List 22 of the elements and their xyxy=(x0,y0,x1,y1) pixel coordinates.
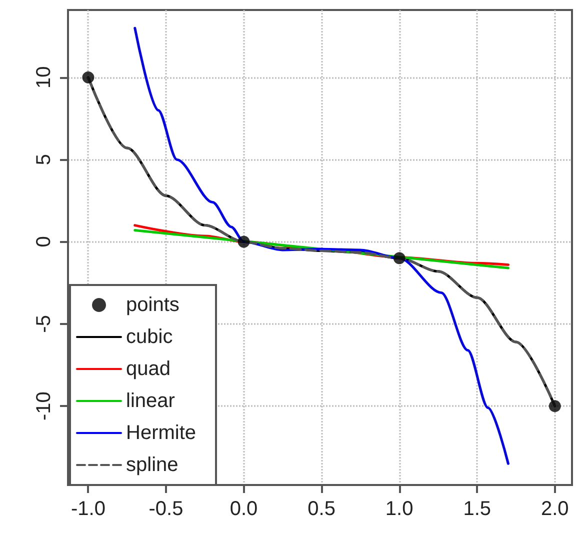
x-tick-label: 1.0 xyxy=(385,498,414,520)
point xyxy=(82,71,94,84)
y-tick-label: 5 xyxy=(33,154,55,166)
x-tick-label: 2.0 xyxy=(540,498,569,520)
y-tick-label: -10 xyxy=(33,392,55,421)
x-tick-label: 1.5 xyxy=(463,498,492,520)
x-tick-label: -0.5 xyxy=(148,498,184,520)
legend-label: quad xyxy=(126,358,170,380)
point xyxy=(548,400,561,412)
x-tick-label: 0.0 xyxy=(230,498,258,520)
x-tick-label: 0.5 xyxy=(308,498,336,520)
y-tick-label: -5 xyxy=(33,315,55,333)
legend-label: points xyxy=(126,294,180,316)
y-tick-label: 10 xyxy=(33,66,55,89)
legend-label: cubic xyxy=(126,326,173,348)
x-tick-label: -1.0 xyxy=(70,498,106,520)
y-tick-label: 0 xyxy=(33,236,55,248)
point xyxy=(238,236,250,248)
point xyxy=(393,252,406,264)
legend-label: Hermite xyxy=(126,422,196,444)
legend-label: linear xyxy=(126,390,176,412)
legend-label: spline xyxy=(126,454,178,476)
